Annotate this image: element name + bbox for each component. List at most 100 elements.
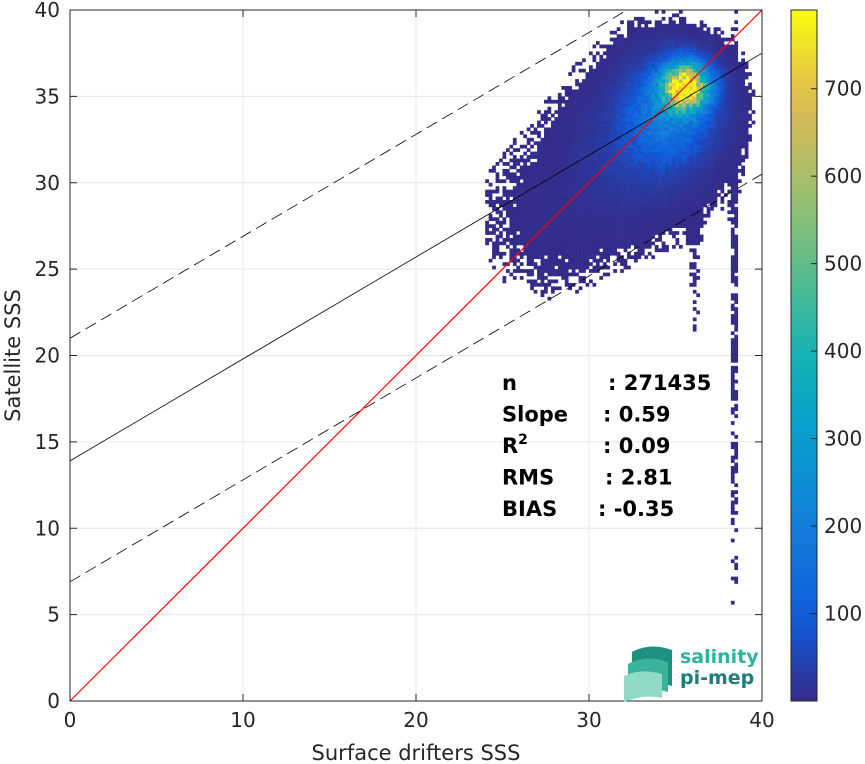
heatmap-cell [595,61,600,66]
heatmap-cell [651,182,656,187]
heatmap-cell [492,224,496,228]
heatmap-cell [623,106,628,111]
heatmap-cell [505,269,510,273]
heatmap-cell [727,168,732,173]
heatmap-cell [550,186,555,190]
heatmap-cell [654,127,659,132]
heatmap-cell [692,44,697,49]
heatmap-cell [706,196,711,201]
heatmap-cell [647,44,652,49]
heatmap-cell [633,86,638,90]
heatmap-cell [668,137,673,142]
heatmap-cell [606,68,611,73]
heatmap-cell [599,189,604,194]
heatmap-cell [717,113,721,118]
heatmap-cell [717,65,721,70]
heatmap-cell [526,279,531,284]
heatmap-cell [502,220,507,225]
heatmap-cell [699,92,704,97]
heatmap-cell [620,238,624,242]
heatmap-cell [654,155,659,159]
heatmap-cell [699,65,704,70]
heatmap-cell [571,120,576,125]
heatmap-cell [703,182,707,187]
heatmap-cell [620,196,624,201]
heatmap-cell [682,75,687,80]
heatmap-cell [492,189,496,194]
heatmap-cell [578,168,583,173]
heatmap-cell [557,162,562,166]
heatmap-cell [637,200,642,204]
heatmap-cell [630,30,635,35]
heatmap-cell [665,44,669,49]
heatmap-cell [661,175,666,180]
heatmap-cell [730,155,735,159]
heatmap-cell [568,220,572,225]
heatmap-cell [699,127,704,132]
heatmap-cell [609,155,614,159]
heatmap-cell [585,75,590,80]
heatmap-cell [502,200,507,204]
heatmap-cell [564,92,569,97]
heatmap-cell [554,155,559,159]
heatmap-cell [595,117,600,121]
heatmap-cell [627,65,631,70]
heatmap-cell [713,196,718,201]
heatmap-cell [595,231,600,235]
heatmap-cell [723,54,728,59]
heatmap-cell [682,172,687,177]
heatmap-cell [630,89,635,94]
heatmap-cell [654,106,659,111]
heatmap-cell [530,206,534,211]
heatmap-cell [647,124,652,128]
heatmap-cell [585,255,590,260]
heatmap-cell [644,23,649,28]
heatmap-cell [616,144,621,149]
heatmap-cell [637,182,642,187]
heatmap-cell [568,96,572,101]
heatmap-cell [571,203,576,208]
heatmap-cell [730,106,735,111]
heatmap-cell [682,113,687,118]
heatmap-cell [595,106,600,111]
heatmap-cell [661,54,666,59]
heatmap-cell [554,110,559,114]
heatmap-cell [658,148,662,152]
heatmap-cell [523,175,528,180]
heatmap-cell [651,86,656,90]
heatmap-cell [744,92,749,97]
heatmap-cell [616,203,621,208]
heatmap-cell [620,127,624,132]
heatmap-cell [706,182,711,187]
heatmap-cell [658,65,662,70]
heatmap-cell [682,144,687,149]
heatmap-cell [633,227,638,232]
heatmap-cell [512,224,517,228]
heatmap-cell [689,75,694,80]
heatmap-cell [692,182,697,187]
heatmap-cell [706,44,711,49]
stat-value: : 2.81 [605,466,673,490]
heatmap-cell [723,148,728,152]
heatmap-cell [696,79,701,83]
heatmap-cell [595,151,600,156]
heatmap-cell [661,217,666,222]
heatmap-cell [595,175,600,180]
heatmap-cell [727,127,732,132]
heatmap-cell [568,165,572,170]
heatmap-cell [537,158,541,163]
heatmap-cell [620,175,624,180]
heatmap-cell [647,113,652,118]
heatmap-cell [564,224,569,228]
heatmap-cell [647,251,652,256]
heatmap-cell [637,27,642,32]
heatmap-cell [737,134,742,139]
heatmap-cell [582,82,586,87]
heatmap-cell [730,103,735,108]
heatmap-cell [627,186,631,190]
heatmap-cell [544,276,548,280]
heatmap-cell [544,265,548,270]
heatmap-cell [692,217,697,222]
heatmap-cell [723,127,728,132]
heatmap-cell [599,151,604,156]
